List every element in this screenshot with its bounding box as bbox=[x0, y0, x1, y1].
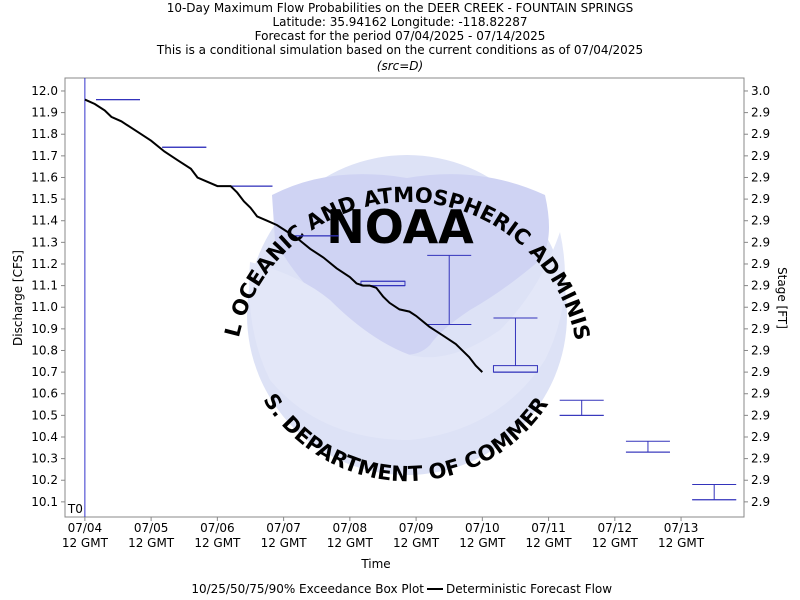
legend-line-label: Deterministic Forecast Flow bbox=[446, 582, 612, 596]
y-tick-label: 10.8 bbox=[31, 343, 58, 357]
y-tick-label: 10.9 bbox=[31, 322, 58, 336]
y2-tick-label: 2.9 bbox=[751, 127, 770, 141]
y-tick-label: 10.1 bbox=[31, 495, 58, 509]
y-tick-label: 11.5 bbox=[31, 192, 58, 206]
chart-subtitle: (src=D) bbox=[377, 59, 423, 73]
y-tick-label: 11.0 bbox=[31, 300, 58, 314]
x-tick-date: 07/05 bbox=[134, 521, 169, 535]
y-tick-label: 11.9 bbox=[31, 106, 58, 120]
watermark-logo: NOAA bbox=[326, 200, 474, 254]
x-axis-title: Time bbox=[360, 557, 390, 571]
x-tick-date: 07/08 bbox=[333, 521, 368, 535]
y2-tick-label: 2.9 bbox=[751, 473, 770, 487]
x-tick-time: 12 GMT bbox=[658, 536, 705, 550]
y2-tick-label: 2.9 bbox=[751, 214, 770, 228]
y2-tick-label: 2.9 bbox=[751, 106, 770, 120]
y-tick-label: 10.7 bbox=[31, 365, 58, 379]
chart-title: 10-Day Maximum Flow Probabilities on the… bbox=[156, 1, 643, 73]
x-tick-date: 07/04 bbox=[68, 521, 103, 535]
legend-box-label: 10/25/50/75/90% Exceedance Box Plot bbox=[191, 582, 424, 596]
watermark-bird bbox=[272, 174, 549, 355]
plot-frame bbox=[64, 77, 745, 518]
box-plot bbox=[692, 484, 737, 501]
title-line-4: This is a conditional simulation based o… bbox=[156, 43, 643, 57]
deterministic-forecast-line bbox=[84, 98, 484, 373]
box-plots bbox=[95, 99, 737, 501]
y-tick-label: 10.5 bbox=[31, 408, 58, 422]
x-tick-date: 07/13 bbox=[664, 521, 699, 535]
y2-tick-label: 2.9 bbox=[751, 192, 770, 206]
y2-tick-label: 2.9 bbox=[751, 170, 770, 184]
y2-tick-label: 2.9 bbox=[751, 495, 770, 509]
y-tick-label: 11.7 bbox=[31, 149, 58, 163]
y2-tick-label: 2.9 bbox=[751, 257, 770, 271]
y2-tick-label: 2.9 bbox=[751, 322, 770, 336]
y-axis: 10.1 10.2 10.3 10.4 10.5 10.6 10.7 10.8 10.9 11.0… bbox=[31, 84, 65, 509]
y-tick-label: 11.8 bbox=[31, 127, 58, 141]
x-tick-time: 12 GMT bbox=[194, 536, 241, 550]
box-plot bbox=[625, 440, 670, 453]
title-line-2: Latitude: 35.94162 Longitude: -118.82287 bbox=[272, 15, 527, 29]
x-tick-date: 07/10 bbox=[465, 521, 500, 535]
box-plot bbox=[559, 399, 604, 416]
x-tick-time: 12 GMT bbox=[62, 536, 109, 550]
x-tick-time: 12 GMT bbox=[261, 536, 308, 550]
y2-tick-label: 2.9 bbox=[751, 452, 770, 466]
x-tick-time: 12 GMT bbox=[592, 536, 639, 550]
y2-tick-label: 3.0 bbox=[751, 84, 770, 98]
noaa-watermark: NOAA NATIONAL OCEANIC AND ATMOSPHERIC AD… bbox=[0, 0, 595, 486]
title-line-3: Forecast for the period 07/04/2025 - 07/… bbox=[255, 29, 546, 43]
y2-tick-label: 2.9 bbox=[751, 235, 770, 249]
y2-axis: 2.9 2.9 2.9 2.9 2.9 2.9 2.9 2.9 2.9 2.9 2.9 2.9 2.9 2… bbox=[744, 84, 770, 509]
x-tick-time: 12 GMT bbox=[526, 536, 573, 550]
y2-tick-label: 2.9 bbox=[751, 430, 770, 444]
y2-tick-label: 2.9 bbox=[751, 279, 770, 293]
y2-tick-label: 2.9 bbox=[751, 387, 770, 401]
x-tick-date: 07/12 bbox=[598, 521, 633, 535]
y2-axis-title: Stage [FT] bbox=[775, 267, 789, 329]
y-tick-label: 10.3 bbox=[31, 452, 58, 466]
y-tick-label: 10.4 bbox=[31, 430, 58, 444]
y2-tick-label: 2.9 bbox=[751, 408, 770, 422]
x-tick-time: 12 GMT bbox=[327, 536, 374, 550]
x-tick-date: 07/06 bbox=[200, 521, 235, 535]
y-tick-label: 11.2 bbox=[31, 257, 58, 271]
y2-tick-label: 2.9 bbox=[751, 365, 770, 379]
title-line-1: 10-Day Maximum Flow Probabilities on the… bbox=[167, 1, 634, 15]
x-tick-date: 07/07 bbox=[266, 521, 301, 535]
y-tick-label: 12.0 bbox=[31, 84, 58, 98]
y-axis-title: Discharge [CFS] bbox=[11, 250, 25, 346]
box-plot bbox=[427, 254, 472, 326]
y2-tick-label: 2.9 bbox=[751, 343, 770, 357]
y2-tick-label: 2.9 bbox=[751, 300, 770, 314]
y-tick-label: 11.3 bbox=[31, 235, 58, 249]
x-tick-time: 12 GMT bbox=[128, 536, 175, 550]
y-tick-label: 10.6 bbox=[31, 387, 58, 401]
x-tick-date: 07/09 bbox=[399, 521, 434, 535]
watermark-wave bbox=[249, 232, 565, 440]
y-tick-label: 11.4 bbox=[31, 214, 58, 228]
legend: 10/25/50/75/90% Exceedance Box Plot Dete… bbox=[191, 582, 612, 596]
x-tick-date: 07/11 bbox=[531, 521, 566, 535]
x-tick-time: 12 GMT bbox=[393, 536, 440, 550]
y-tick-label: 10.2 bbox=[31, 473, 58, 487]
y2-tick-label: 2.9 bbox=[751, 149, 770, 163]
x-tick-time: 12 GMT bbox=[459, 536, 506, 550]
y-tick-label: 11.1 bbox=[31, 279, 58, 293]
t0-label: T0 bbox=[67, 502, 83, 516]
box-plot bbox=[492, 317, 538, 373]
y-tick-label: 11.6 bbox=[31, 170, 58, 184]
